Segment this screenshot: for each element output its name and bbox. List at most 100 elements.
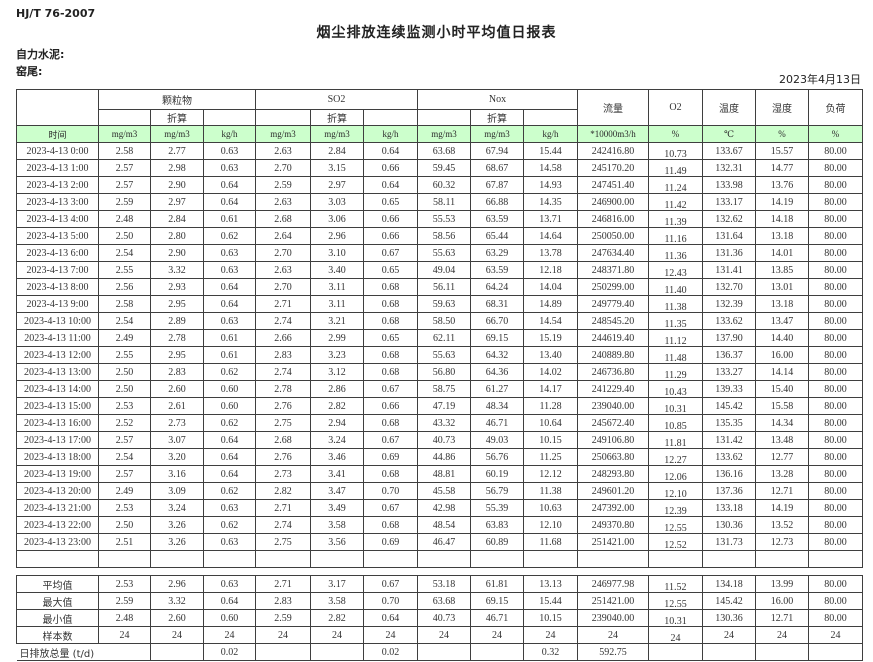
- value-cell: 0.67: [363, 380, 419, 398]
- value-cell: 0.64: [363, 176, 419, 194]
- value-cell: 2.90: [150, 244, 204, 262]
- value-cell: 3.56: [310, 533, 365, 551]
- value-cell: 0.68: [363, 414, 419, 432]
- value-cell: 24: [577, 626, 649, 644]
- value-cell: 24: [470, 626, 524, 644]
- value-cell: 61.27: [470, 380, 525, 398]
- value-cell: 0.64: [202, 431, 257, 449]
- value-cell: 80.00: [808, 261, 864, 279]
- value-cell: 3.32: [150, 261, 204, 279]
- value-cell: 12.10: [523, 516, 579, 534]
- value-cell: 2.68: [255, 431, 312, 449]
- value-cell: 3.49: [310, 499, 365, 517]
- value-cell: 59.63: [417, 295, 472, 313]
- group-so2: SO2: [255, 89, 419, 110]
- value-cell: 24: [523, 626, 578, 644]
- unit-cell: kg/h: [523, 125, 579, 143]
- value-cell: 0.61: [202, 210, 257, 228]
- header-flow: 流量: [577, 89, 650, 126]
- value-cell: 244619.40: [577, 329, 650, 347]
- value-cell: 132.31: [702, 159, 757, 177]
- value-cell: 2.86: [310, 380, 365, 398]
- blank-cell: [98, 109, 151, 126]
- value-cell: 0.68: [363, 278, 419, 296]
- pm-converted-label: 折算: [150, 109, 204, 126]
- value-cell: 133.98: [702, 176, 757, 194]
- value-cell: 15.44: [523, 592, 578, 610]
- value-cell: 3.40: [310, 261, 365, 279]
- value-cell: 2.54: [98, 244, 151, 262]
- value-cell: 14.40: [755, 329, 810, 347]
- value-cell: 2.48: [98, 609, 151, 627]
- header-temperature: 温度: [702, 89, 757, 126]
- value-cell: 13.85: [755, 261, 810, 279]
- value-cell: 14.34: [755, 414, 810, 432]
- value-cell: 0.64: [202, 193, 257, 211]
- value-cell: 2.96: [150, 575, 204, 593]
- value-cell: 0.60: [202, 397, 257, 415]
- value-cell: 11.81: [648, 431, 704, 449]
- value-cell: 0.67: [363, 499, 419, 517]
- time-cell: 2023-4-13 18:00: [16, 448, 99, 466]
- value-cell: 80.00: [808, 414, 864, 432]
- value-cell: 0.63: [202, 159, 257, 177]
- value-cell: 0.63: [202, 142, 257, 160]
- value-cell: 13.99: [755, 575, 809, 593]
- value-cell: 47.19: [417, 397, 472, 415]
- value-cell: 69.15: [470, 592, 524, 610]
- empty-cell: [470, 550, 525, 568]
- value-cell: 133.18: [702, 499, 757, 517]
- value-cell: [150, 643, 204, 661]
- time-cell: 2023-4-13 2:00: [16, 176, 99, 194]
- value-cell: 14.01: [755, 244, 810, 262]
- value-cell: 3.21: [310, 312, 365, 330]
- summary-label: 最小值: [16, 609, 99, 627]
- value-cell: 0.64: [363, 142, 419, 160]
- value-cell: 3.24: [150, 499, 204, 517]
- value-cell: 239040.00: [577, 397, 650, 415]
- value-cell: 0.64: [202, 448, 257, 466]
- value-cell: 2.60: [150, 609, 204, 627]
- value-cell: 11.48: [648, 346, 704, 364]
- value-cell: 2.70: [255, 159, 312, 177]
- value-cell: 133.67: [702, 142, 757, 160]
- value-cell: 2.84: [150, 210, 204, 228]
- time-cell: 2023-4-13 23:00: [16, 533, 99, 551]
- value-cell: 68.67: [470, 159, 525, 177]
- value-cell: 63.68: [417, 592, 471, 610]
- value-cell: 15.57: [755, 142, 810, 160]
- value-cell: 0.32: [523, 643, 578, 661]
- value-cell: 80.00: [808, 295, 864, 313]
- value-cell: 11.49: [648, 159, 704, 177]
- summary-label: 平均值: [16, 575, 99, 593]
- value-cell: 2.51: [98, 533, 151, 551]
- value-cell: [470, 643, 524, 661]
- value-cell: 15.19: [523, 329, 579, 347]
- value-cell: 592.75: [577, 643, 649, 661]
- value-cell: 14.14: [755, 363, 810, 381]
- value-cell: 2.76: [255, 448, 312, 466]
- value-cell: 248293.80: [577, 465, 650, 483]
- hourly-row: 2023-4-13 12:00 2.55 2.95 0.61 2.83 3.23 0.68 5…: [16, 346, 864, 364]
- value-cell: 2.50: [98, 227, 151, 245]
- hourly-row: 2023-4-13 16:00 2.52 2.73 0.62 2.75 2.94 0.68 4…: [16, 414, 864, 432]
- value-cell: 67.94: [470, 142, 525, 160]
- hourly-row: 2023-4-13 10:00 2.54 2.89 0.63 2.74 3.21 0.68 5…: [16, 312, 864, 330]
- value-cell: 0.60: [202, 380, 257, 398]
- blank-cell: [255, 109, 312, 126]
- value-cell: 14.02: [523, 363, 579, 381]
- header-humidity: 湿度: [755, 89, 810, 126]
- value-cell: 2.73: [255, 465, 312, 483]
- value-cell: 0.66: [363, 159, 419, 177]
- value-cell: 13.48: [755, 431, 810, 449]
- nox-converted-label: 折算: [470, 109, 525, 126]
- value-cell: 80.00: [808, 499, 864, 517]
- unit-cell: mg/m3: [150, 125, 204, 143]
- value-cell: 12.55: [648, 592, 703, 610]
- hourly-row: 2023-4-13 11:00 2.49 2.78 0.61 2.66 2.99 0.65 6…: [16, 329, 864, 347]
- value-cell: 24: [255, 626, 311, 644]
- value-cell: 3.15: [310, 159, 365, 177]
- value-cell: 0.64: [202, 278, 257, 296]
- value-cell: 24: [808, 626, 863, 644]
- value-cell: 239040.00: [577, 609, 649, 627]
